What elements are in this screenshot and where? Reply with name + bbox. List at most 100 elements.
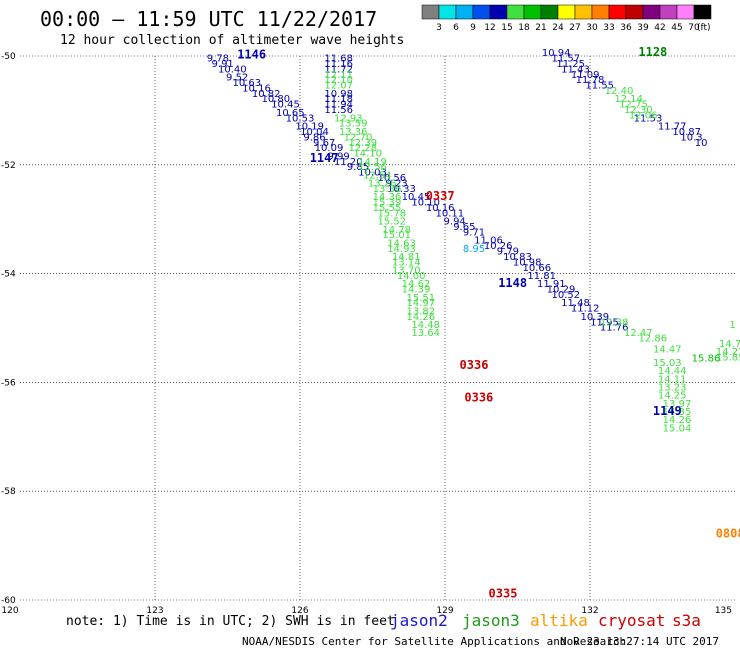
swh-value-label: 11.72: [324, 64, 353, 75]
swh-value-label: 15.86: [692, 354, 721, 365]
swh-value-label: 11.55: [585, 81, 614, 92]
satellite-legend-jason3: jason3: [462, 611, 520, 630]
swh-value-label: 15.85: [716, 353, 740, 364]
pass-time-label: 1149: [653, 404, 682, 418]
swh-value-label: 10.16: [426, 203, 455, 214]
colorbar-tick-label: 70: [688, 23, 700, 33]
swh-value-label: 12.86: [639, 334, 668, 345]
pass-time-label: 1148: [498, 276, 527, 290]
swh-value-label: 9.71: [463, 228, 485, 239]
y-tick-label: -54: [1, 270, 16, 280]
colorbar-swatch: [523, 4, 542, 20]
pass-time-label: 1146: [237, 48, 266, 62]
swh-value-label: 12.14: [614, 94, 643, 105]
swh-value-label: 12.30: [624, 105, 653, 116]
colorbar-tick-label: 6: [453, 23, 459, 33]
swh-value-label: 14.35: [663, 407, 692, 418]
swh-value-label: 12.06: [629, 111, 658, 122]
colorbar-swatch: [608, 4, 627, 20]
swh-value-label: 14.26: [663, 415, 692, 426]
swh-value-label: 9.67: [313, 138, 335, 149]
swh-value-label: 11.95: [590, 317, 619, 328]
swh-value-label: 10.03: [358, 168, 387, 179]
colorbar-swatch: [693, 4, 712, 20]
swh-value-label: 14.63: [387, 238, 416, 249]
swh-value-label: 10.63: [233, 78, 262, 89]
chart-subtitle: 12 hour collection of altimeter wave hei…: [60, 33, 404, 48]
satellite-legend-s3a: s3a: [672, 611, 701, 630]
swh-value-label: 11.56: [324, 105, 353, 116]
swh-value-label: 13.82: [407, 306, 436, 317]
pass-time-label: 0337: [426, 189, 455, 203]
swh-value-label: 10.26: [484, 241, 513, 252]
colorbar-swatch: [557, 4, 576, 20]
y-tick-label: -52: [1, 161, 16, 171]
satellite-legend: jason2 jason3 altika cryosat s3a: [390, 611, 701, 630]
colorbar-swatch: [506, 4, 525, 20]
swh-value-label: 12.10: [324, 75, 353, 86]
swh-value-label: 10.80: [262, 94, 291, 105]
swh-value-label: 14.11: [658, 374, 687, 385]
pass-time-label: 0336: [464, 390, 493, 404]
swh-value-label: 12.93: [334, 113, 363, 124]
swh-value-label: 11.25: [556, 59, 585, 70]
swh-value-label: 11.18: [324, 94, 353, 105]
swh-value-label: 14.44: [658, 366, 687, 377]
swh-value-label: 13.64: [411, 328, 440, 339]
swh-value-label: 10.10: [411, 198, 440, 209]
pass-time-label: 1128: [638, 45, 667, 59]
colorbar-tick-label: 39: [637, 23, 649, 33]
swh-value-label: 10.66: [523, 263, 552, 274]
swh-value-label: 8.95: [463, 244, 485, 255]
swh-value-label: 14.7: [719, 339, 740, 350]
swh-value-label: 14.27: [716, 347, 740, 358]
swh-value-label: 9.94: [444, 217, 466, 228]
swh-value-label: 14.19: [358, 157, 387, 168]
colorbar-tick-label: 24: [552, 23, 564, 33]
swh-value-label: 11.81: [527, 271, 556, 282]
swh-value-label: 9.52: [226, 72, 248, 83]
color-scale-legend: 3 6 9 12 15 18 21 24 27 30 33 36 39 42 45 70(ft): [421, 4, 712, 33]
x-tick-label: 126: [291, 606, 308, 616]
swh-value-label: 11.94: [324, 100, 353, 111]
colorbar-swatch: [659, 4, 678, 20]
swh-value-label: 10.83: [503, 252, 532, 263]
swh-value-label: 13.26: [368, 179, 397, 190]
swh-value-label: 12.39: [349, 138, 378, 149]
colorbar-swatch: [625, 4, 644, 20]
pass-time-labels: 1146 1147 1148 1149 1128 0337 0336 0336 0335 0808: [237, 45, 740, 600]
footer-source: NOAA/NESDIS Center for Satellite Applica…: [242, 635, 626, 648]
swh-value-label: 13.36: [373, 184, 402, 195]
swh-value-label: 13.14: [392, 257, 421, 268]
swh-value-label: 12.70: [344, 132, 373, 143]
swh-value-label: 10.19: [295, 121, 324, 132]
colorbar-tick-label: 9: [470, 23, 476, 33]
swh-value-label: 10.98: [324, 89, 353, 100]
y-axis-ticks: -50 -52 -54 -56 -58 -60: [1, 52, 16, 606]
swh-value-label: 14.81: [392, 252, 421, 263]
y-tick-label: -50: [1, 52, 16, 62]
swh-value-label: 14.39: [402, 285, 431, 296]
swh-value-label: 15.52: [378, 217, 407, 228]
swh-value-label: 14.00: [397, 271, 426, 282]
swh-value-label: 9.65: [453, 222, 475, 233]
colorbar-tick-label: 27: [569, 23, 580, 33]
swh-value-label: 10.04: [300, 127, 329, 138]
swh-value-label: 14.10: [353, 149, 382, 160]
swh-value-label: 11.16: [324, 59, 353, 70]
swh-value-label: 14.62: [402, 279, 431, 290]
y-tick-label: -60: [1, 596, 16, 606]
y-tick-label: -58: [1, 487, 16, 497]
swh-value-label: 10.53: [286, 113, 315, 124]
swh-value-label: 11.09: [571, 70, 600, 81]
plot-area: -50 -52 -54 -56 -58 -60 120 123 126 129 132 135 9.…: [1, 45, 740, 616]
swh-value-label: 9.91: [212, 59, 234, 70]
swh-value-label: 9.85: [347, 162, 369, 173]
swh-value-label: 10.11: [436, 208, 465, 219]
colorbar-tick-label: 33: [603, 23, 614, 33]
x-tick-label: 123: [146, 606, 163, 616]
colorbar-tick-label: 15: [501, 23, 512, 33]
footer-timestamp: Nov 23 13:27:14 UTC 2017: [560, 635, 719, 648]
swh-value-label: 10.3: [680, 132, 702, 143]
